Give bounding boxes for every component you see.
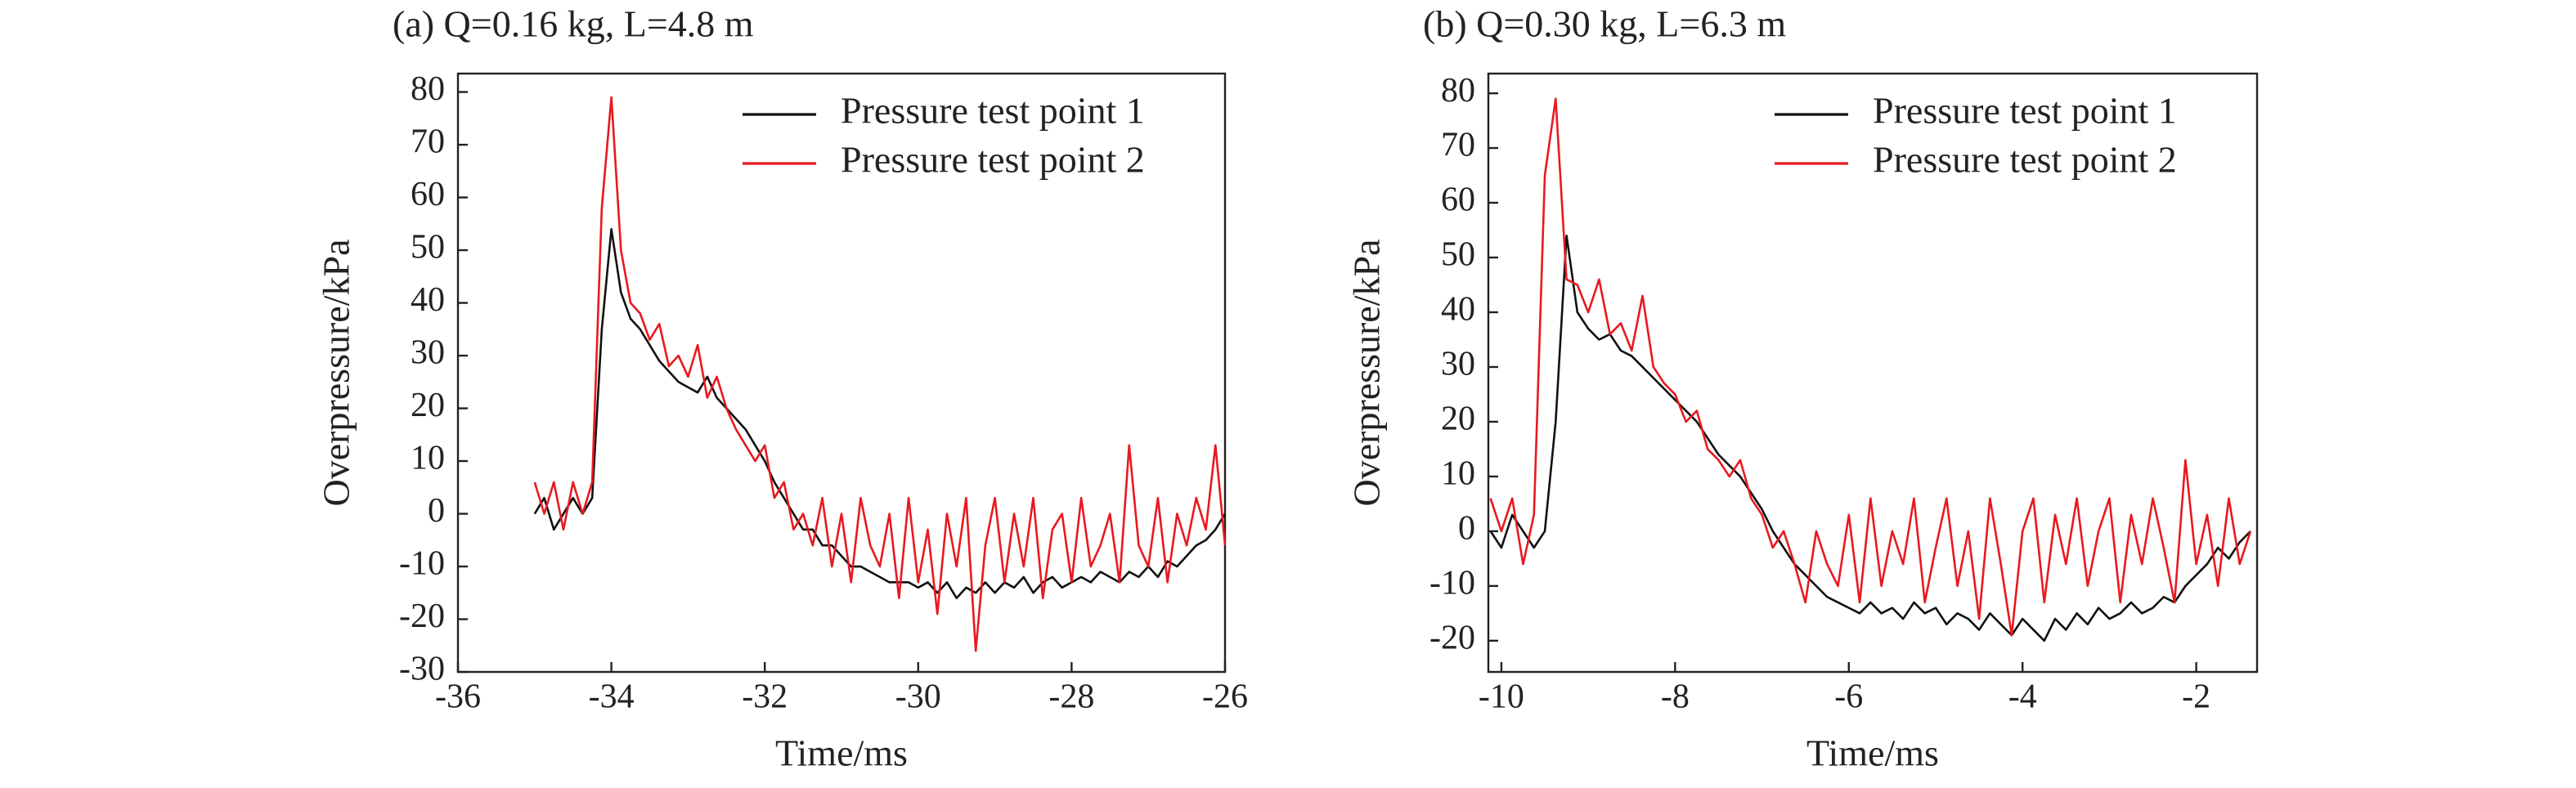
y-tick-label: 40 xyxy=(1441,291,1475,329)
y-axis-label: Overpressure/kPa xyxy=(316,239,357,506)
y-tick-label: 30 xyxy=(411,334,445,372)
y-tick-label: 20 xyxy=(411,387,445,424)
y-tick-label: 10 xyxy=(411,440,445,477)
y-axis-label: Overpressure/kPa xyxy=(1346,239,1388,506)
y-tick-label: 50 xyxy=(411,229,445,266)
data-line xyxy=(1489,234,2251,642)
x-tick-label: -6 xyxy=(1834,678,1863,716)
y-tick-label: 60 xyxy=(1441,181,1475,219)
y-tick-label: -20 xyxy=(1429,619,1475,656)
data-line xyxy=(1489,97,2252,637)
chart-title: (a) Q=0.16 kg, L=4.8 m xyxy=(393,3,754,45)
chart-panel: (b) Q=0.30 kg, L=6.3 m-10 -8 -6 -4 -2-20-100… xyxy=(1346,3,2259,774)
y-tick-label: 10 xyxy=(1441,455,1475,493)
plot-frame xyxy=(1487,72,2259,674)
chart-panel: (a) Q=0.16 kg, L=4.8 m -36 -34 -32 -30 -28 -26… xyxy=(316,3,1248,774)
legend-label: Pressure test point 1 xyxy=(1873,90,2177,132)
x-axis-label: Time/ms xyxy=(775,732,908,774)
x-axis-label: Time/ms xyxy=(1806,732,1939,774)
x-tick-label: -34 xyxy=(589,678,635,716)
x-tick-label: -2 xyxy=(2182,678,2210,716)
x-tick-label: -28 xyxy=(1048,678,1094,716)
x-tick-label: -30 xyxy=(895,678,941,716)
chart-title: (b) Q=0.30 kg, L=6.3 m xyxy=(1423,3,1786,45)
y-tick-label: 0 xyxy=(428,492,445,530)
data-line xyxy=(533,96,1227,652)
x-tick-label: -26 xyxy=(1202,678,1248,716)
data-line xyxy=(533,227,1227,599)
y-tick-label: -30 xyxy=(399,651,445,688)
y-tick-label: -20 xyxy=(399,598,445,635)
y-tick-label: -10 xyxy=(1429,564,1475,602)
y-tick-label: 40 xyxy=(411,281,445,319)
y-tick-label: 60 xyxy=(411,176,445,213)
x-tick-label: -36 xyxy=(435,678,481,716)
y-tick-label: 0 xyxy=(1458,510,1475,548)
y-tick-label: 30 xyxy=(1441,346,1475,383)
y-tick-label: 80 xyxy=(1441,72,1475,110)
legend-label: Pressure test point 2 xyxy=(1873,139,2177,181)
y-tick-label: 50 xyxy=(1441,236,1475,274)
y-tick-label: 70 xyxy=(411,123,445,161)
x-tick-label: -32 xyxy=(742,678,788,716)
y-tick-label: 80 xyxy=(411,70,445,108)
legend-label: Pressure test point 1 xyxy=(841,90,1145,132)
plot-frame xyxy=(456,72,1227,674)
y-tick-label: 20 xyxy=(1441,401,1475,438)
x-tick-label: -8 xyxy=(1661,678,1690,716)
legend-label: Pressure test point 2 xyxy=(841,139,1145,181)
x-tick-label: -10 xyxy=(1479,678,1524,716)
y-tick-label: 70 xyxy=(1441,127,1475,164)
y-tick-label: -10 xyxy=(399,545,445,583)
x-tick-label: -4 xyxy=(2008,678,2037,716)
